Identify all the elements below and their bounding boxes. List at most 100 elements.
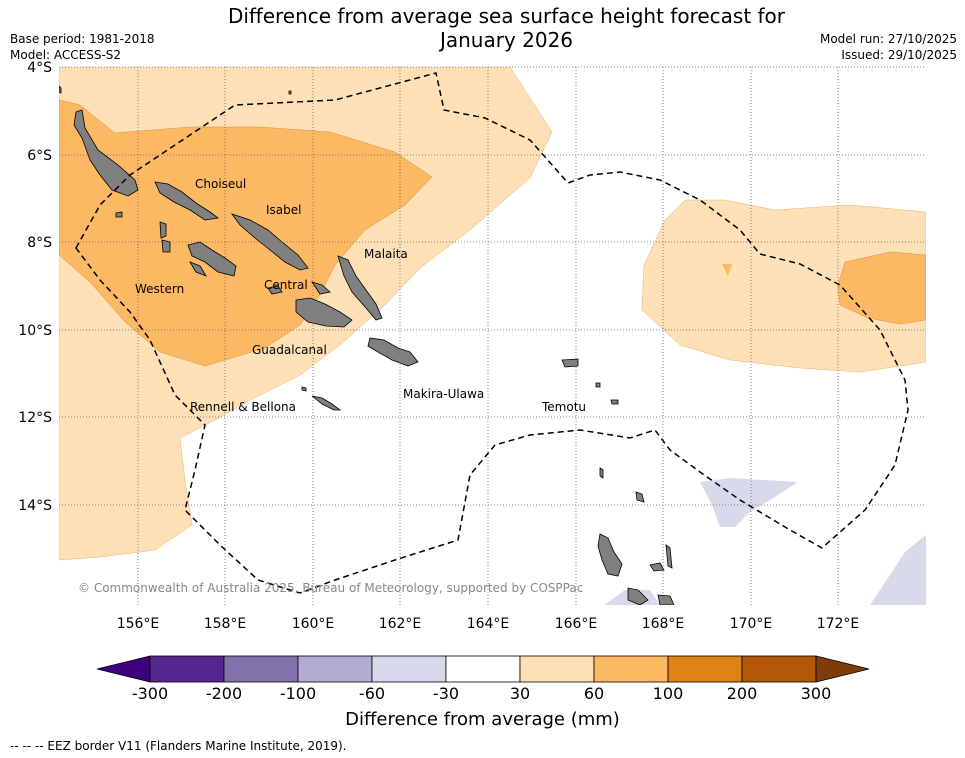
cb-tick-5: -30: [432, 684, 460, 703]
cb-tick-6: 30: [509, 684, 531, 703]
province-labels: Choiseul Isabel Malaita Western Central …: [135, 177, 586, 414]
island-santa-cruz: [561, 358, 579, 368]
lat-tick-14s: 14°S: [18, 498, 52, 514]
gridlines: [59, 66, 926, 605]
title-line-1: Difference from average sea surface heig…: [227, 4, 786, 28]
cb-tick-3: -100: [279, 684, 317, 703]
colorbar-bin-5: [445, 655, 521, 683]
island-guadalcanal: [295, 297, 353, 328]
island-bellona: [301, 386, 307, 392]
meta-right: Model run: 27/10/2025 Issued: 29/10/2025: [820, 31, 957, 63]
model-run: Model run: 27/10/2025: [819, 32, 957, 46]
island-shortland: [115, 211, 123, 218]
island-vanikoro: [610, 399, 619, 405]
island-torres-1: [599, 467, 604, 479]
anomaly-region-purple-2: [870, 535, 926, 605]
colorbar-bin-4: [371, 655, 447, 683]
island-makira: [367, 337, 419, 367]
anomaly-spot-east: [722, 264, 732, 276]
lon-tick-156e: 156°E: [117, 616, 160, 632]
colorbar-extend-low: [96, 655, 151, 683]
island-santa-isabel: [230, 213, 309, 271]
island-kolombangara: [161, 239, 171, 253]
island-bougainville-tip: [59, 85, 62, 94]
issued-date: Issued: 29/10/2025: [841, 48, 957, 62]
lon-tick-166e: 166°E: [555, 616, 598, 632]
lat-tick-labels: 4°S 6°S 8°S 10°S 12°S 14°S: [18, 60, 52, 514]
island-pentecost: [665, 544, 673, 569]
anomaly-region-light-east: [641, 199, 926, 373]
anomaly-region-purple-1: [700, 478, 798, 527]
lon-tick-168e: 168°E: [642, 616, 685, 632]
anomaly-region-medium-east: [837, 251, 926, 325]
lon-tick-160e: 160°E: [292, 616, 335, 632]
island-banks: [635, 491, 645, 503]
colorbar-bin-7: [593, 655, 669, 683]
lat-tick-10s: 10°S: [18, 323, 52, 339]
islands: [59, 85, 675, 605]
label-choiseul: Choiseul: [195, 177, 246, 191]
island-malaita: [337, 255, 383, 321]
island-ontong-java: [288, 90, 292, 95]
cb-tick-9: 200: [726, 684, 758, 703]
island-maewo: [649, 562, 665, 572]
meta-left: Base period: 1981-2018 Model: ACCESS-S2: [10, 31, 155, 63]
cb-tick-4: -60: [358, 684, 386, 703]
label-temotu: Temotu: [541, 400, 586, 414]
colorbar: [96, 655, 870, 683]
island-malakula: [627, 587, 649, 605]
colorbar-extend-high: [815, 655, 870, 683]
anomaly-region-medium-west: [59, 99, 433, 367]
lon-tick-170e: 170°E: [730, 616, 773, 632]
island-rendova: [189, 261, 207, 277]
cb-tick-8: 100: [652, 684, 684, 703]
lat-tick-6s: 6°S: [27, 148, 52, 164]
eez-legend: -- -- -- EEZ border V11 (Flanders Marine…: [10, 739, 347, 753]
label-guadalcanal: Guadalcanal: [252, 343, 327, 357]
cb-tick-10: 300: [800, 684, 832, 703]
island-new-georgia-north: [154, 181, 220, 221]
island-new-georgia: [187, 241, 237, 277]
island-utupua: [595, 382, 601, 388]
copyright-notice: © Commonwealth of Australia 2025, Bureau…: [78, 581, 583, 595]
cb-tick-1: -300: [131, 684, 169, 703]
label-makira: Makira-Ulawa: [403, 387, 484, 401]
lon-tick-172e: 172°E: [817, 616, 860, 632]
label-rennell: Rennell & Bellona: [190, 400, 296, 414]
lon-tick-labels: 156°E 158°E 160°E 162°E 164°E 166°E 168°…: [117, 616, 860, 632]
label-malaita: Malaita: [364, 247, 408, 261]
eez-border-solomon: [75, 72, 909, 594]
lon-tick-158e: 158°E: [204, 616, 247, 632]
label-western: Western: [135, 282, 184, 296]
colorbar-bin-1: [149, 655, 225, 683]
colorbar-bin-8: [667, 655, 743, 683]
map-title: Difference from average sea surface heig…: [0, 4, 965, 52]
island-florida: [311, 281, 331, 295]
island-vella-lavella: [159, 221, 167, 239]
lat-tick-12s: 12°S: [18, 410, 52, 426]
lon-tick-162e: 162°E: [379, 616, 422, 632]
label-isabel: Isabel: [266, 203, 301, 217]
island-choiseul: [73, 109, 139, 197]
colorbar-bin-3: [297, 655, 373, 683]
island-russell: [267, 285, 283, 295]
eez-border: [75, 72, 909, 594]
colorbar-label: Difference from average (mm): [345, 709, 620, 730]
title-line-2: January 2026: [439, 28, 574, 52]
lat-tick-4s: 4°S: [27, 60, 52, 76]
lon-tick-164e: 164°E: [467, 616, 510, 632]
anomaly-field: [59, 67, 926, 605]
island-ambrym: [657, 594, 675, 605]
base-period: Base period: 1981-2018: [10, 32, 155, 46]
lat-tick-8s: 8°S: [27, 235, 52, 251]
island-espiritu-santo: [597, 533, 623, 577]
colorbar-bin-9: [741, 655, 817, 683]
model-name: Model: ACCESS-S2: [10, 48, 122, 62]
island-rennell: [311, 395, 342, 411]
colorbar-bin-2: [223, 655, 299, 683]
cb-tick-2: -200: [205, 684, 243, 703]
colorbar-bin-6: [519, 655, 595, 683]
cb-tick-7: 60: [583, 684, 605, 703]
label-central: Central: [264, 278, 308, 292]
